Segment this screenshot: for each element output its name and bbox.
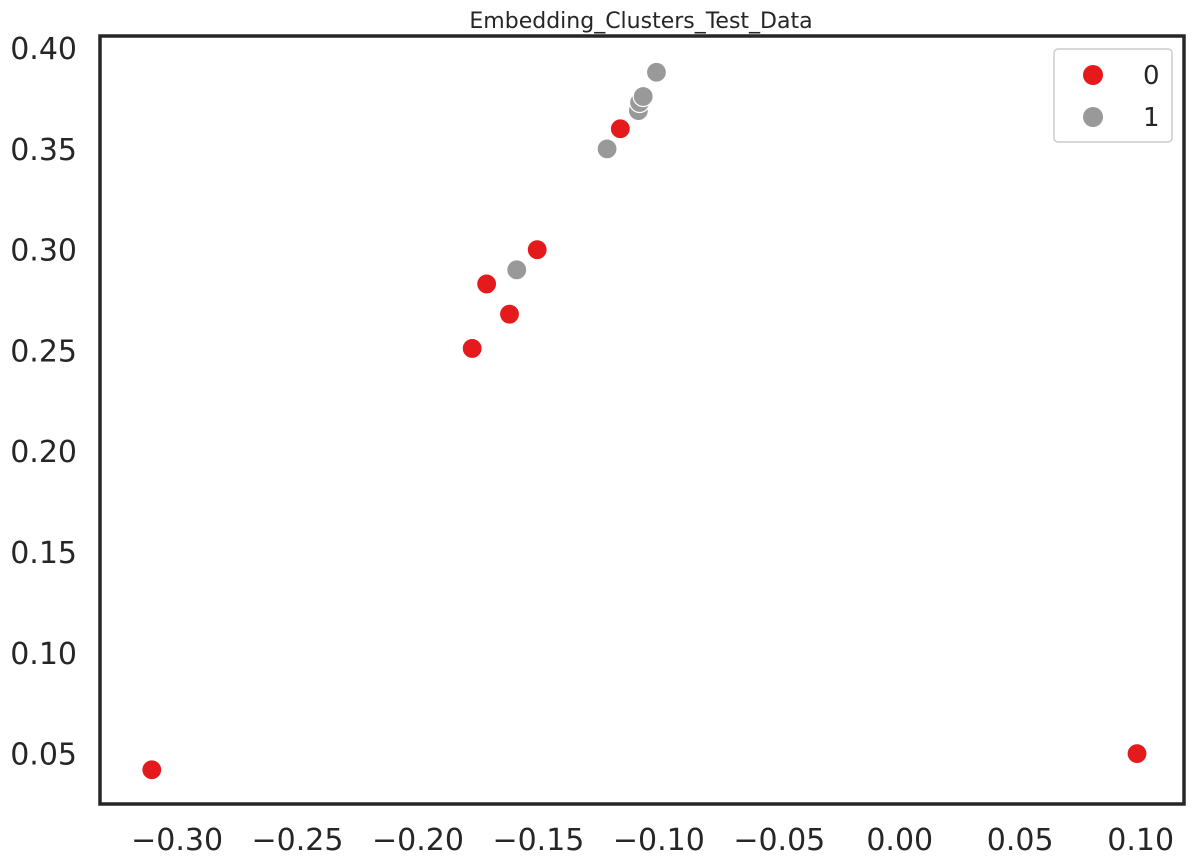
x-tick-label: 0.05 <box>987 823 1054 858</box>
x-tick-label: −0.20 <box>372 823 464 858</box>
legend-marker <box>1083 65 1103 85</box>
legend-label: 0 <box>1143 61 1160 91</box>
series-1-point <box>632 85 654 108</box>
chart-title: Embedding_Clusters_Test_Data <box>469 9 812 34</box>
series-1-point <box>596 138 618 160</box>
series-0-point <box>498 303 521 325</box>
x-tick-label: −0.10 <box>613 823 705 858</box>
y-tick-label: 0.35 <box>10 133 77 168</box>
y-tick-label: 0.10 <box>10 637 77 672</box>
data-points <box>141 61 1148 781</box>
series-1-point <box>506 259 528 281</box>
series-0-point <box>1126 743 1148 765</box>
y-tick-label: 0.30 <box>10 234 77 269</box>
x-tick-label: −0.25 <box>252 823 344 858</box>
y-tick-label: 0.25 <box>10 334 77 369</box>
y-tick-label: 0.20 <box>10 435 77 470</box>
x-tick-label: 0.00 <box>866 823 933 858</box>
x-axis: −0.30 −0.25 −0.20 −0.15 −0.10 −0.05 0.00 0.05 0.… <box>131 823 1174 858</box>
y-axis: 0.05 0.10 0.15 0.20 0.25 0.30 0.35 0.40 <box>10 32 77 773</box>
y-tick-label: 0.15 <box>10 536 77 571</box>
legend-marker <box>1083 107 1103 127</box>
series-0-point <box>476 273 498 295</box>
plot-frame <box>98 34 1186 806</box>
y-tick-label: 0.05 <box>10 738 77 773</box>
series-1-point <box>645 61 668 83</box>
series-0-point <box>461 337 483 360</box>
legend-label: 1 <box>1143 103 1160 133</box>
x-tick-label: 0.10 <box>1107 823 1174 858</box>
x-tick-label: −0.30 <box>131 823 223 858</box>
legend: 01 <box>1053 48 1173 143</box>
series-0-point <box>609 118 631 140</box>
series-0-point <box>141 759 163 781</box>
series-0-point <box>526 239 548 261</box>
x-tick-label: −0.05 <box>733 823 825 858</box>
y-tick-label: 0.40 <box>10 32 77 67</box>
x-tick-label: −0.15 <box>492 823 584 858</box>
